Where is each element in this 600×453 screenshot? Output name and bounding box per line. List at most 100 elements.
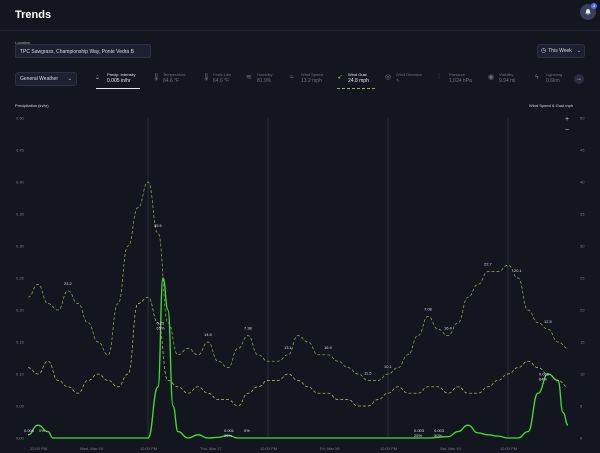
data-label: 0.036 xyxy=(539,372,550,377)
bell-icon xyxy=(585,9,591,16)
wind-icon: ≈ xyxy=(290,74,294,81)
active-metric-indicator xyxy=(96,88,140,89)
metric-wind-gust[interactable]: ➶ Wind Gust 24.8 mph xyxy=(337,72,369,90)
data-label: 0% xyxy=(39,428,45,433)
data-label: 22.7 xyxy=(484,262,493,267)
metric-label: Humidity xyxy=(257,72,273,77)
left-axis-tick: 0.25 xyxy=(16,276,25,281)
metric-wind-speed[interactable]: ≈ Wind Speed 13.2 mph xyxy=(290,72,323,90)
metric-value: 0.6km xyxy=(546,78,560,84)
data-label: 0.25 xyxy=(157,320,166,325)
x-axis-tick: Wed, Mar 16 xyxy=(80,446,104,451)
left-axis-tick: 0.10 xyxy=(16,372,25,377)
data-label: 0% xyxy=(244,428,250,433)
left-axis-tick: 0.45 xyxy=(16,148,25,153)
data-label: 35.5 xyxy=(154,223,163,228)
data-label: 0.005 xyxy=(24,428,35,433)
wind-gust-icon: ➶ xyxy=(337,74,343,81)
data-label: 10.1 xyxy=(384,364,393,369)
metric-value: 64.6 °F xyxy=(163,78,180,84)
pressure-icon: ⫶ xyxy=(438,74,440,81)
data-label: 0.001 xyxy=(224,428,235,433)
data-label: 0.003 xyxy=(414,428,425,433)
data-label: 12.5 xyxy=(544,319,553,324)
left-axis-tick: 0.40 xyxy=(16,180,25,185)
metric-precip-intensity[interactable]: 💧︎ Precip. Intensity 0.005 in/hr xyxy=(96,72,135,90)
left-axis-tick: 0.15 xyxy=(16,340,25,345)
location-label: Location xyxy=(15,40,31,45)
metric-wind-direction[interactable]: ◎ Wind Direction ↖ xyxy=(385,72,422,90)
x-axis-tick: Fri, Mar 18 xyxy=(320,446,340,451)
x-axis-tick: Thu, Mar 17 xyxy=(200,446,222,451)
data-label: 25% xyxy=(414,433,422,438)
humidity-icon: ≋ xyxy=(246,74,252,81)
layer-select-button[interactable]: General Weather ⌄ xyxy=(15,72,77,86)
thermometer-icon: 🌡︎ xyxy=(202,74,211,81)
data-label: 16.9 xyxy=(324,345,333,350)
x-axis-tick: 12:00 PM xyxy=(380,446,397,451)
data-label: 65% xyxy=(157,325,165,330)
header-bar: Trends xyxy=(0,0,600,31)
metric-label: Temperature xyxy=(163,72,186,77)
chevron-down-icon: ⌄ xyxy=(576,48,581,54)
right-axis-tick: 0 xyxy=(580,436,583,441)
data-label: 7.38 xyxy=(244,326,253,331)
eye-icon: ◉ xyxy=(488,74,495,81)
metric-humidity[interactable]: ≋ Humidity 81.9% xyxy=(246,72,273,90)
left-axis-tick: 0.00 xyxy=(16,436,25,441)
data-label: 20.1 xyxy=(514,268,523,273)
x-axis-tick: Sat, Mar 19 xyxy=(440,446,461,451)
right-axis-tick: 10 xyxy=(580,372,585,377)
series-line-wind-gust xyxy=(27,181,569,381)
x-axis-tick: 12:00 PM xyxy=(260,446,277,451)
data-label: 30% xyxy=(434,433,442,438)
layer-select-label: General Weather xyxy=(20,76,58,82)
period-select-button[interactable]: ◷ This Week ⌄ xyxy=(537,44,585,58)
period-label: This Week xyxy=(548,48,572,54)
lightning-icon: ϟ xyxy=(535,74,539,81)
metric-visibility[interactable]: ◉ Visibility 9.94 mi xyxy=(488,72,515,90)
x-axis-tick: 12:00 PM xyxy=(500,446,517,451)
compass-icon: ◎ xyxy=(385,74,392,81)
left-axis-tick: 0.20 xyxy=(16,308,25,313)
metric-feels-like[interactable]: 🌡︎ Feels Like 64.6 °F xyxy=(202,72,231,90)
right-axis-tick: 15 xyxy=(580,340,585,345)
zoom-out-button[interactable]: − xyxy=(565,127,570,134)
chevron-down-icon: ⌄ xyxy=(67,76,72,82)
right-axis-tick: 20 xyxy=(580,308,585,313)
data-label: 7.08 xyxy=(424,306,433,311)
metric-value: 13.2 mph xyxy=(301,78,322,84)
data-label: 14.5 xyxy=(204,332,213,337)
right-axis-tick: 35 xyxy=(580,212,585,217)
left-axis-title: Precipitation (in/hr) xyxy=(15,103,49,108)
data-label: 0.003 xyxy=(434,428,445,433)
metric-lightning[interactable]: ϟ Lightning 0.6km xyxy=(535,72,569,90)
metric-value: 9.94 mi xyxy=(499,78,516,84)
clock-icon: ◷ xyxy=(541,48,547,54)
thermometer-icon: 🌡︎ xyxy=(152,74,161,81)
metric-label: Pressure xyxy=(449,72,466,77)
metric-label: Precip. Intensity xyxy=(107,72,136,77)
metric-temperature[interactable]: 🌡︎ Temperature 64.6 °F xyxy=(152,72,185,90)
data-label: 26% xyxy=(224,433,232,438)
droplet-icon: 💧︎ xyxy=(96,74,99,81)
metric-label: Wind Speed xyxy=(301,72,323,77)
data-label: 23.2 xyxy=(64,281,73,286)
data-label: 64% xyxy=(539,377,547,382)
right-axis-tick: 40 xyxy=(580,180,585,185)
metric-label: Visibility xyxy=(499,72,514,77)
left-axis-tick: 0.35 xyxy=(16,212,25,217)
series-line-precip-intensity xyxy=(27,277,569,439)
metric-value: 1,024 hPa xyxy=(449,78,472,84)
location-field[interactable]: TPC Sawgrass, Championship Way, Ponte Ve… xyxy=(15,44,151,58)
page-title: Trends xyxy=(15,9,52,21)
zoom-in-button[interactable]: + xyxy=(565,116,570,123)
right-axis-tick: 5 xyxy=(580,404,583,409)
right-axis-title: Wind Speed & Gust mph xyxy=(529,103,574,108)
metric-pressure[interactable]: ⫶ Pressure 1,024 hPa xyxy=(438,72,472,90)
metric-label: Lightning xyxy=(546,72,563,77)
metrics-next-button[interactable]: → xyxy=(574,74,584,84)
right-axis-tick: 25 xyxy=(580,276,585,281)
metric-value: 64.6 °F xyxy=(213,78,230,84)
